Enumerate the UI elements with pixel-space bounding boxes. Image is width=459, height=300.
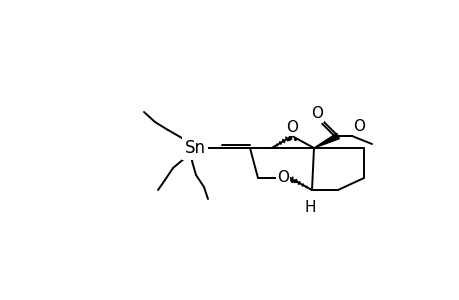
- Polygon shape: [313, 133, 339, 148]
- Text: O: O: [352, 119, 364, 134]
- Text: Sn: Sn: [184, 139, 205, 157]
- Text: O: O: [276, 169, 288, 184]
- Text: O: O: [310, 106, 322, 121]
- Text: O: O: [285, 120, 297, 135]
- Text: H: H: [303, 200, 315, 215]
